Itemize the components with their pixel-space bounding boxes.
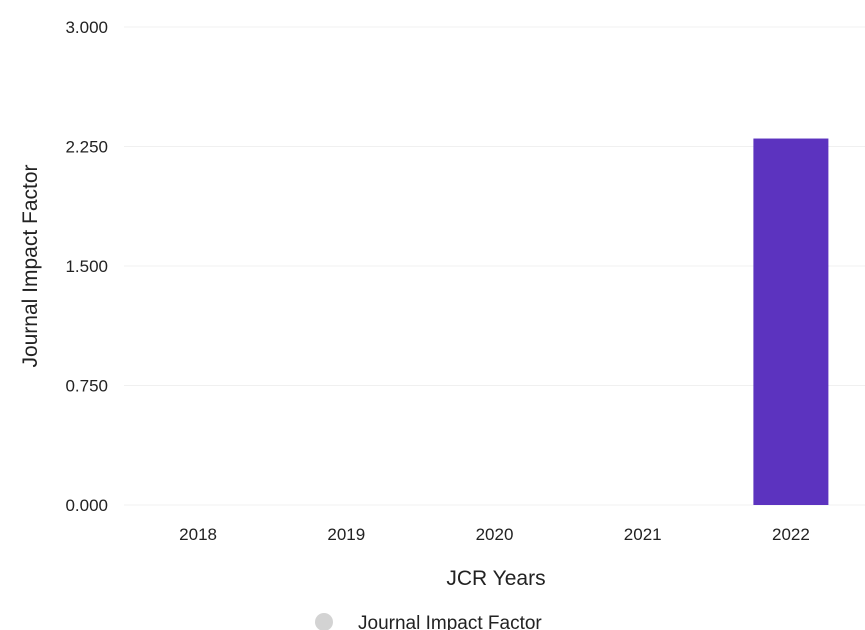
legend-label-journal-impact-factor[interactable]: Journal Impact Factor [358,613,542,630]
bar-2022[interactable] [753,138,829,506]
y-tick-label: 2.250 [65,138,108,157]
y-tick-label: 0.750 [65,377,108,396]
x-tick-label-2018: 2018 [179,525,217,544]
x-tick-label-2019: 2019 [327,525,365,544]
bar-series [753,138,829,506]
y-axis-ticks: 0.000 0.750 1.500 2.250 3.000 [65,18,108,515]
y-tick-label: 0.000 [65,496,108,515]
y-tick-label: 3.000 [65,18,108,37]
y-tick-label: 1.500 [65,257,108,276]
x-tick-label-2022: 2022 [772,525,810,544]
grid-lines [124,26,865,506]
x-tick-label-2021: 2021 [624,525,662,544]
legend[interactable]: Journal Impact Factor [315,613,542,630]
x-axis-ticks: 2018 2019 2020 2021 2022 [179,525,810,544]
x-axis-title: JCR Years [446,567,545,590]
y-axis-title: Journal Impact Factor [19,164,42,367]
legend-marker-journal-impact-factor[interactable] [315,613,333,630]
x-tick-label-2020: 2020 [476,525,514,544]
